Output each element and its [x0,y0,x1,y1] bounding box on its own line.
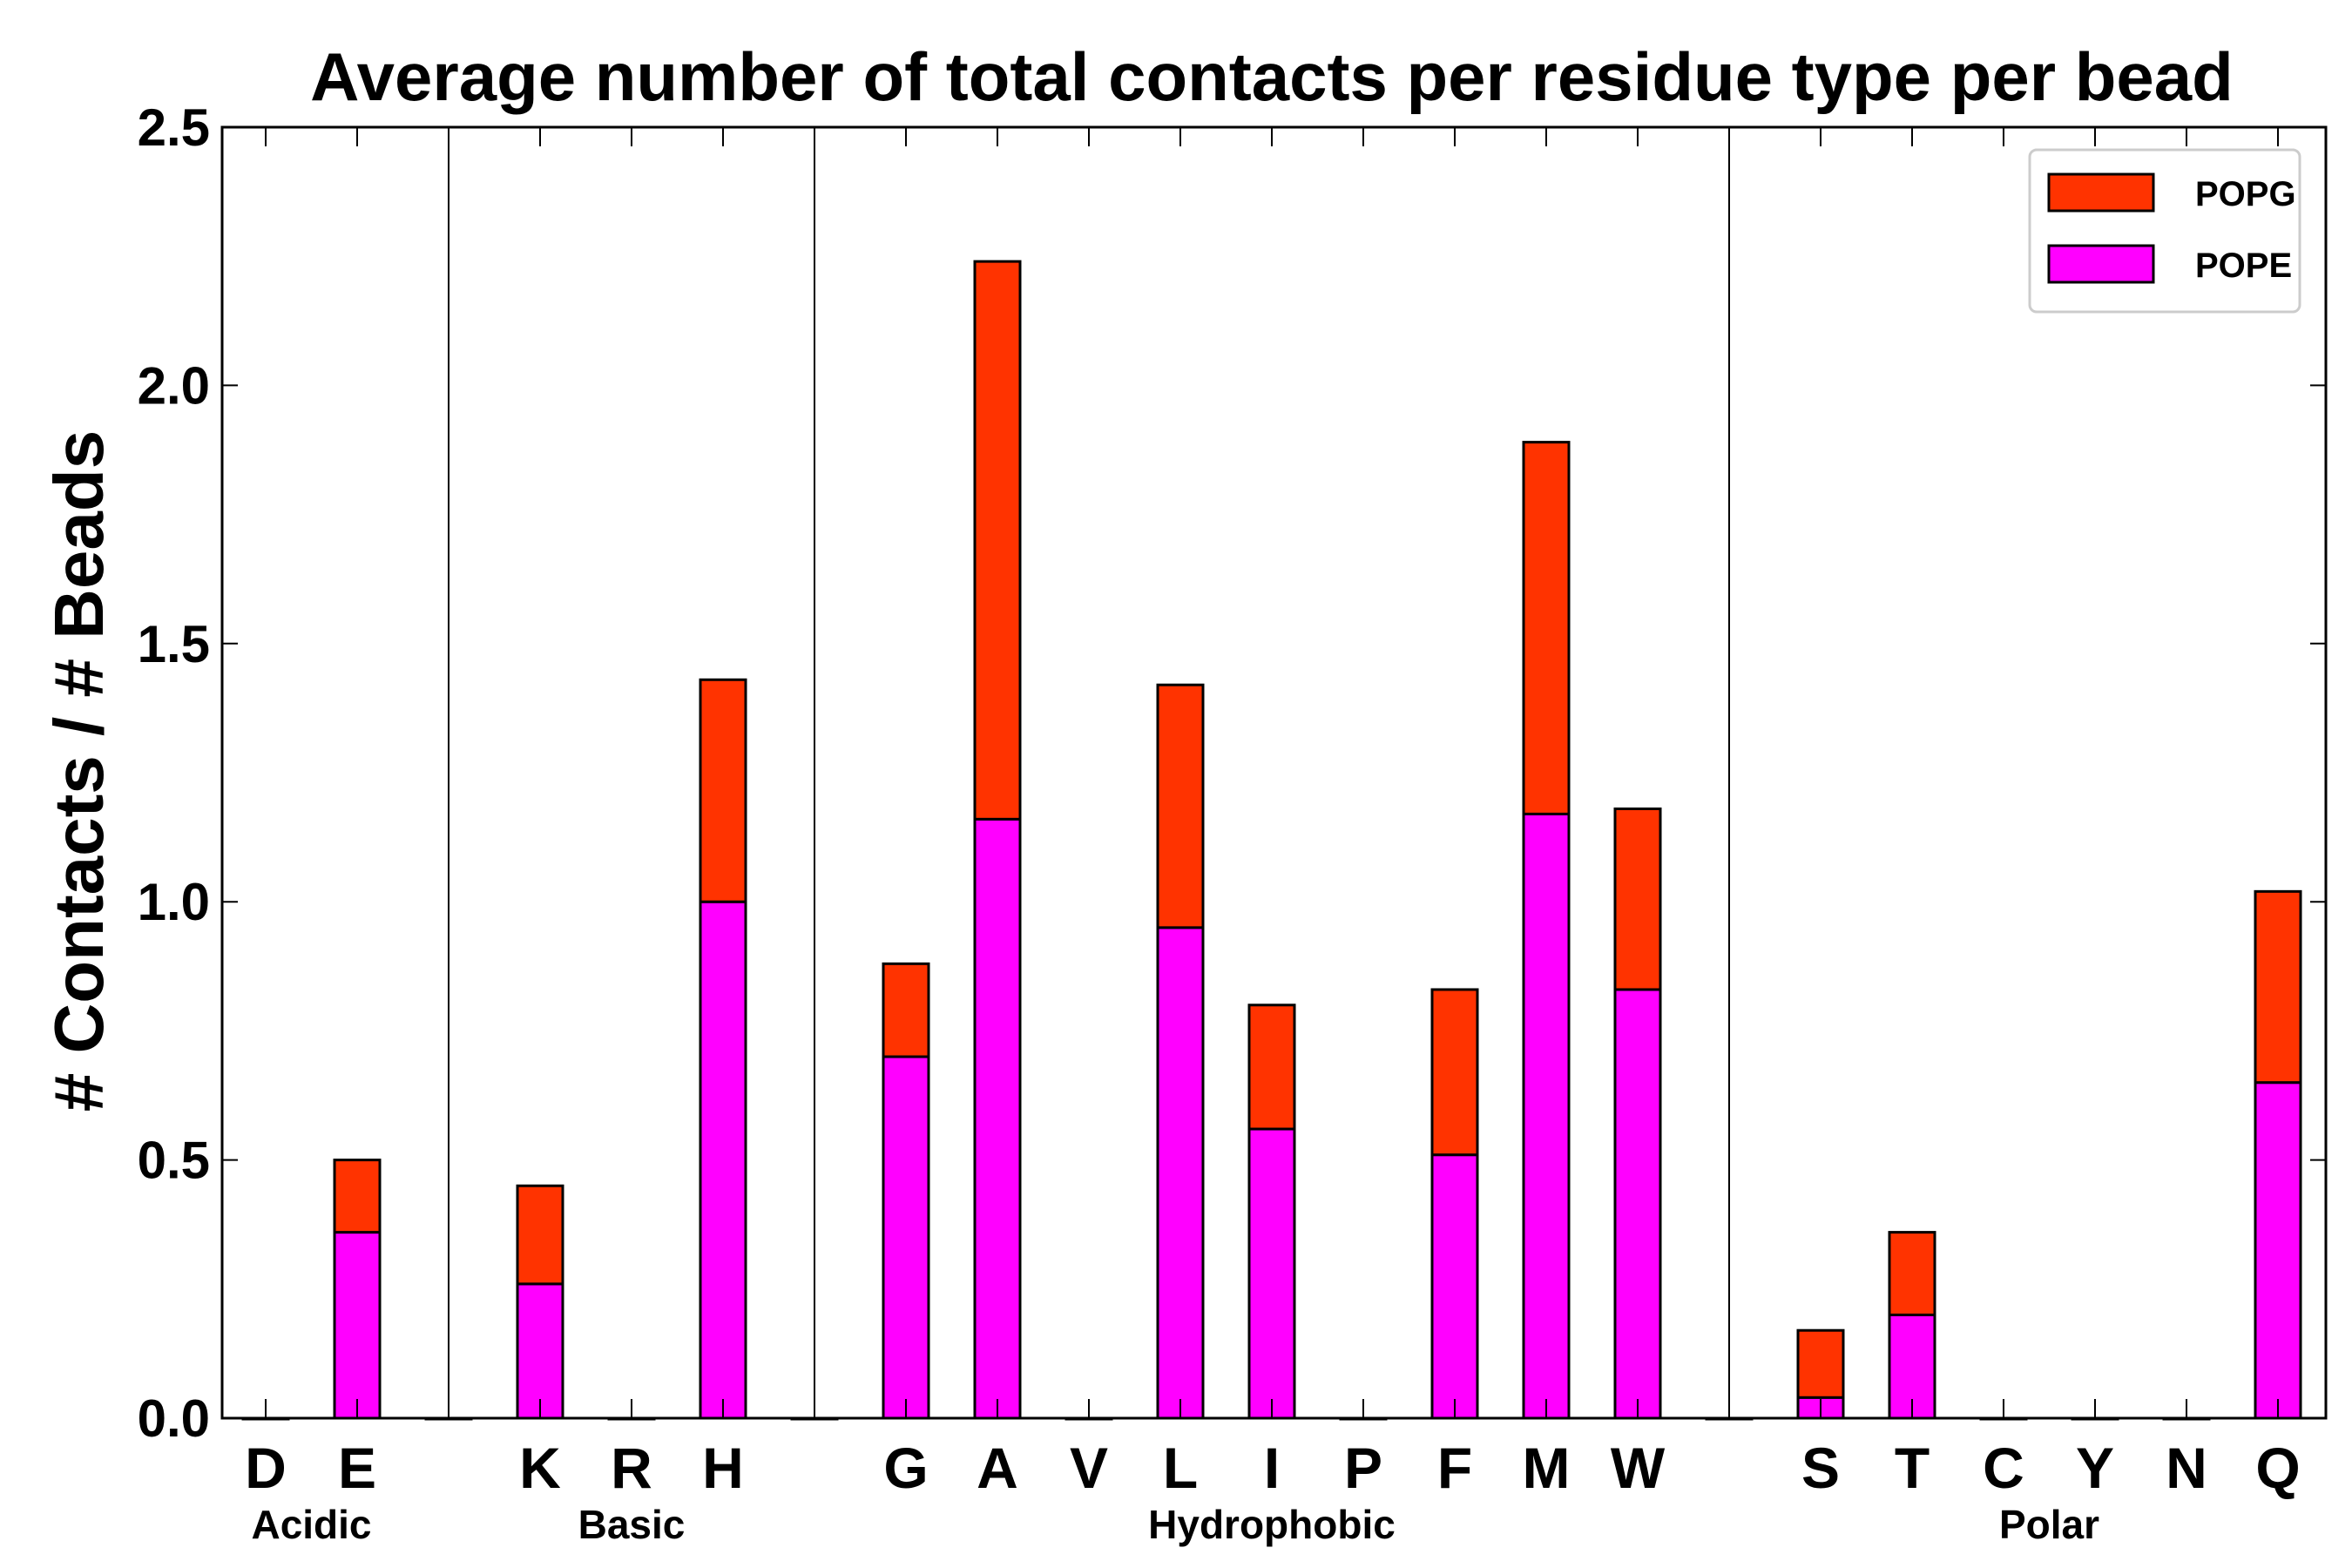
bar-pope-F [1430,1153,1479,1420]
bar-popg-D [241,1416,290,1421]
x-tick-label-P: P [1344,1436,1382,1500]
y-axis-label: # Contacts / # Beads [40,430,118,1112]
bar-pope-L [1156,926,1205,1420]
bar-popg-R [607,1416,656,1421]
bar-popg-W [1613,807,1662,991]
bar-pope-K [516,1282,564,1420]
legend-label-popg: POPG [2195,175,2296,213]
bar-popg-K [516,1184,564,1286]
bar-popg-gap [790,1416,839,1421]
x-tick-label-Y: Y [2076,1436,2114,1500]
x-tick-label-K: K [519,1436,561,1500]
x-tick-label-A: A [977,1436,1018,1500]
bar-popg-G [882,962,930,1058]
bar-pope-I [1247,1127,1296,1420]
bar-pope-E [333,1231,382,1420]
x-tick-label-L: L [1163,1436,1198,1500]
bar-popg-S [1796,1328,1845,1399]
bar-pope-H [699,900,747,1420]
bar-popg-L [1156,683,1205,929]
x-tick-label-C: C [1983,1436,2024,1500]
bar-popg-I [1247,1004,1296,1131]
x-tick-label-R: R [611,1436,652,1500]
bar-popg-A [973,260,1022,821]
legend-swatch-pope [2047,244,2155,284]
bar-popg-E [333,1159,382,1234]
legend-label-pope: POPE [2195,247,2292,285]
y-tick-label: 2.5 [138,98,210,157]
bar-popg-M [1522,441,1571,815]
y-tick-label: 2.0 [138,356,210,415]
x-tick-label-F: F [1437,1436,1472,1500]
bar-popg-V [1064,1416,1113,1421]
bar-pope-G [882,1055,930,1420]
plot-area: 0.0 0.5 1.0 1.5 2.0 2.5 D E K R H G A V L I P F M W S T C Y N Q Ac… [138,98,2328,1547]
bar-popg-H [699,678,747,903]
bar-popg-P [1339,1416,1388,1421]
x-tick-label-E: E [338,1436,376,1500]
x-tick-label-T: T [1895,1436,1930,1500]
chart-title: Average number of total contacts per res… [310,38,2234,115]
x-tick-label-W: W [1611,1436,1666,1500]
bar-popg-F [1430,988,1479,1157]
x-tick-label-S: S [1801,1436,1840,1500]
x-tick-label-V: V [1070,1436,1108,1500]
bar-popg-Q [2254,889,2302,1085]
legend: POPG POPE [2028,148,2301,314]
bar-popg-T [1888,1231,1936,1316]
y-tick-label: 0.5 [138,1132,210,1190]
y-tick-label: 1.5 [138,615,210,673]
x-tick-label-H: H [702,1436,744,1500]
y-tick-label: 0.0 [138,1389,210,1448]
x-tick-label-Q: Q [2255,1436,2300,1500]
bar-pope-M [1522,812,1571,1420]
bar-popg-N [2162,1416,2211,1421]
legend-swatch-popg [2047,172,2155,213]
bar-pope-Q [2254,1081,2302,1420]
group-label-acidic: Acidic [251,1502,371,1547]
x-tick-label-D: D [245,1436,287,1500]
y-tick-label: 1.0 [138,873,210,931]
bar-popg-C [1979,1416,2028,1421]
bar-popg-gap [1705,1416,1754,1421]
group-label-hydrophobic: Hydrophobic [1148,1502,1396,1547]
group-label-polar: Polar [1999,1502,2099,1547]
x-tick-label-N: N [2166,1436,2207,1500]
group-label-basic: Basic [578,1502,686,1547]
bar-popg-gap [424,1416,473,1421]
x-tick-label-I: I [1264,1436,1280,1500]
bar-pope-A [973,817,1022,1420]
x-tick-label-M: M [1523,1436,1571,1500]
bar-pope-W [1613,988,1662,1420]
x-tick-label-G: G [883,1436,928,1500]
bar-popg-Y [2071,1416,2119,1421]
